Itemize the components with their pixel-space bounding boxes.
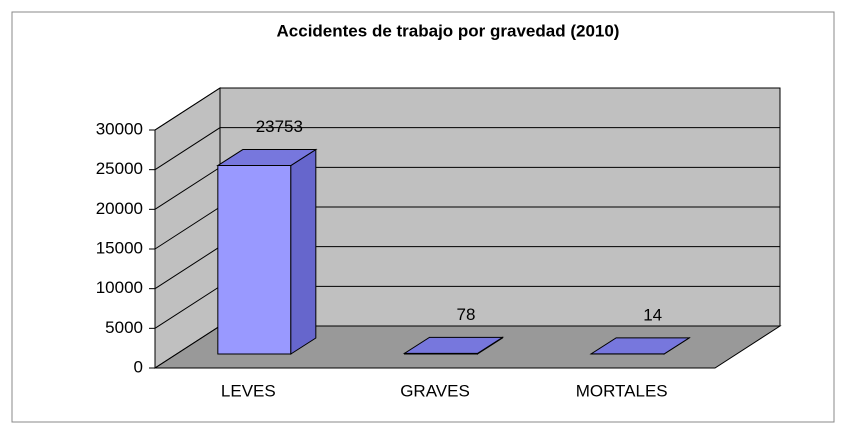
bar-front — [217, 165, 292, 355]
x-tick-label: LEVES — [221, 381, 276, 400]
y-tick-label: 30000 — [96, 119, 143, 138]
data-label: 14 — [643, 305, 662, 324]
chart-title: Accidentes de trabajo por gravedad (2010… — [277, 21, 620, 40]
y-tick-label: 15000 — [96, 238, 143, 257]
bar-top — [589, 337, 691, 355]
bar — [402, 336, 505, 355]
y-tick-label: 5000 — [105, 318, 143, 337]
bar-top — [402, 336, 505, 354]
x-tick-label: GRAVES — [400, 381, 470, 400]
bar-top — [216, 149, 318, 167]
data-label: 23753 — [256, 117, 303, 136]
x-tick-label: MORTALES — [576, 381, 668, 400]
bar — [589, 336, 691, 355]
data-label: 78 — [457, 305, 476, 324]
y-tick-label: 0 — [134, 357, 143, 376]
grid-line — [154, 127, 780, 171]
y-tick-label: 10000 — [96, 278, 143, 297]
y-tick-label: 25000 — [96, 159, 143, 178]
bar — [216, 148, 318, 355]
grid-line — [154, 87, 780, 131]
bar-side — [290, 148, 317, 355]
y-tick-label: 20000 — [96, 199, 143, 218]
